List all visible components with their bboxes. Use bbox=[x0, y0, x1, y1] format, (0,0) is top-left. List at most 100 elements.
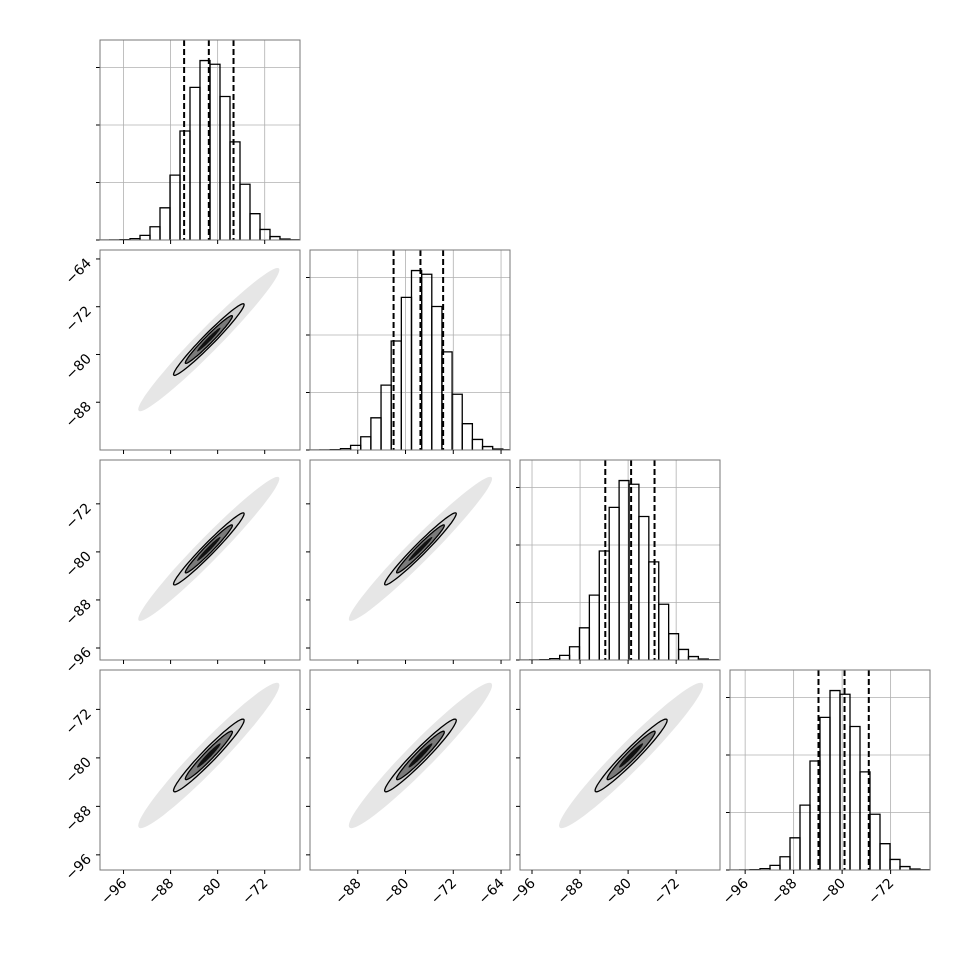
histogram-step bbox=[420, 273, 433, 450]
histogram-step bbox=[229, 141, 241, 240]
histogram-step bbox=[899, 865, 911, 870]
histogram-step bbox=[819, 716, 831, 870]
histogram-step bbox=[471, 438, 484, 450]
x-tick-label: −96 bbox=[507, 875, 539, 907]
histogram-step bbox=[869, 813, 881, 870]
histogram-step bbox=[149, 226, 161, 240]
histogram-step bbox=[769, 864, 781, 870]
histogram-step bbox=[608, 506, 620, 660]
histogram-step bbox=[558, 654, 571, 660]
x-tick-label: −80 bbox=[817, 876, 849, 908]
x-tick-label: −88 bbox=[768, 876, 800, 908]
axes-frame bbox=[519, 459, 721, 661]
x-tick-label: −72 bbox=[239, 876, 271, 908]
x-tick-label: −72 bbox=[865, 876, 897, 908]
y-tick-label: −72 bbox=[63, 303, 95, 335]
y-tick-label: −96 bbox=[63, 851, 95, 883]
density-contour bbox=[197, 327, 221, 352]
histogram-step bbox=[209, 63, 221, 240]
histogram-step bbox=[370, 417, 382, 450]
histogram-step bbox=[451, 393, 463, 450]
x-tick-label: −80 bbox=[380, 876, 412, 908]
histogram-step bbox=[677, 648, 690, 660]
histogram-step bbox=[879, 843, 891, 870]
y-tick-label: −88 bbox=[63, 399, 95, 431]
axes-frame bbox=[519, 669, 721, 871]
axes-frame bbox=[99, 249, 301, 451]
density-contour bbox=[197, 536, 221, 561]
axes-frame bbox=[99, 459, 301, 661]
density-contour bbox=[197, 743, 221, 768]
y-tick-label: −88 bbox=[63, 803, 95, 835]
y-tick-label: −72 bbox=[63, 500, 95, 532]
histogram-step bbox=[481, 445, 494, 450]
x-tick-label: −80 bbox=[603, 876, 635, 908]
x-tick-label: −80 bbox=[192, 876, 224, 908]
y-tick-label: −80 bbox=[63, 754, 95, 786]
histogram-step bbox=[269, 235, 281, 240]
density-panel bbox=[559, 682, 704, 829]
axes-frame bbox=[309, 459, 511, 661]
axes-frame bbox=[99, 39, 301, 241]
y-tick-label: −80 bbox=[63, 548, 95, 580]
histogram-step bbox=[638, 515, 650, 660]
histogram-step bbox=[259, 228, 271, 240]
histogram-step bbox=[461, 423, 474, 450]
histogram-step bbox=[139, 234, 151, 240]
axes-frame bbox=[309, 669, 511, 871]
histogram-step bbox=[667, 633, 680, 660]
histogram-step bbox=[829, 689, 841, 870]
density-contour bbox=[408, 743, 433, 768]
histogram-step bbox=[568, 646, 581, 660]
histogram-step bbox=[889, 858, 901, 870]
x-tick-label: −72 bbox=[428, 876, 460, 908]
axes-frame bbox=[729, 669, 931, 871]
histogram-panel bbox=[310, 250, 510, 450]
histogram-step bbox=[789, 837, 801, 870]
x-tick-label: −88 bbox=[332, 876, 364, 908]
histogram-step bbox=[169, 174, 181, 240]
histogram-step bbox=[779, 856, 791, 870]
histogram-panel bbox=[730, 670, 930, 870]
y-tick-label: −88 bbox=[63, 596, 95, 628]
histogram-step bbox=[159, 207, 171, 240]
histogram-step bbox=[400, 296, 413, 450]
density-panel bbox=[138, 476, 280, 621]
histogram-step bbox=[687, 655, 700, 660]
density-panel bbox=[138, 682, 280, 829]
histogram-step bbox=[658, 603, 670, 660]
histogram-step bbox=[380, 384, 392, 450]
density-contour bbox=[619, 743, 644, 768]
histogram-step bbox=[578, 627, 591, 660]
histogram-step bbox=[618, 479, 630, 660]
y-tick-label: −72 bbox=[63, 706, 95, 738]
histogram-panel bbox=[520, 460, 720, 660]
y-tick-label: −64 bbox=[63, 255, 95, 287]
y-tick-label: −80 bbox=[63, 351, 95, 383]
histogram-step bbox=[799, 804, 811, 870]
histogram-step bbox=[598, 550, 610, 660]
density-contour bbox=[408, 536, 433, 561]
histogram-step bbox=[360, 436, 372, 450]
axes-frame bbox=[309, 249, 511, 451]
histogram-step bbox=[189, 86, 201, 240]
x-tick-label: −88 bbox=[555, 876, 587, 908]
histogram-step bbox=[219, 95, 231, 240]
histogram-step bbox=[239, 183, 251, 240]
x-tick-label: −96 bbox=[98, 875, 130, 907]
x-tick-label: −64 bbox=[476, 875, 508, 907]
density-panel bbox=[348, 682, 493, 829]
density-panel bbox=[138, 268, 280, 412]
histogram-step bbox=[588, 594, 600, 660]
histogram-step bbox=[431, 305, 443, 450]
x-tick-label: −72 bbox=[651, 876, 683, 908]
histogram-panel bbox=[100, 40, 300, 240]
x-tick-label: −88 bbox=[145, 876, 177, 908]
histogram-step bbox=[249, 213, 261, 240]
x-tick-label: −96 bbox=[720, 875, 752, 907]
histogram-step bbox=[349, 444, 362, 450]
histogram-step bbox=[849, 725, 861, 870]
axes-frame bbox=[99, 669, 301, 871]
density-panel bbox=[348, 476, 493, 621]
